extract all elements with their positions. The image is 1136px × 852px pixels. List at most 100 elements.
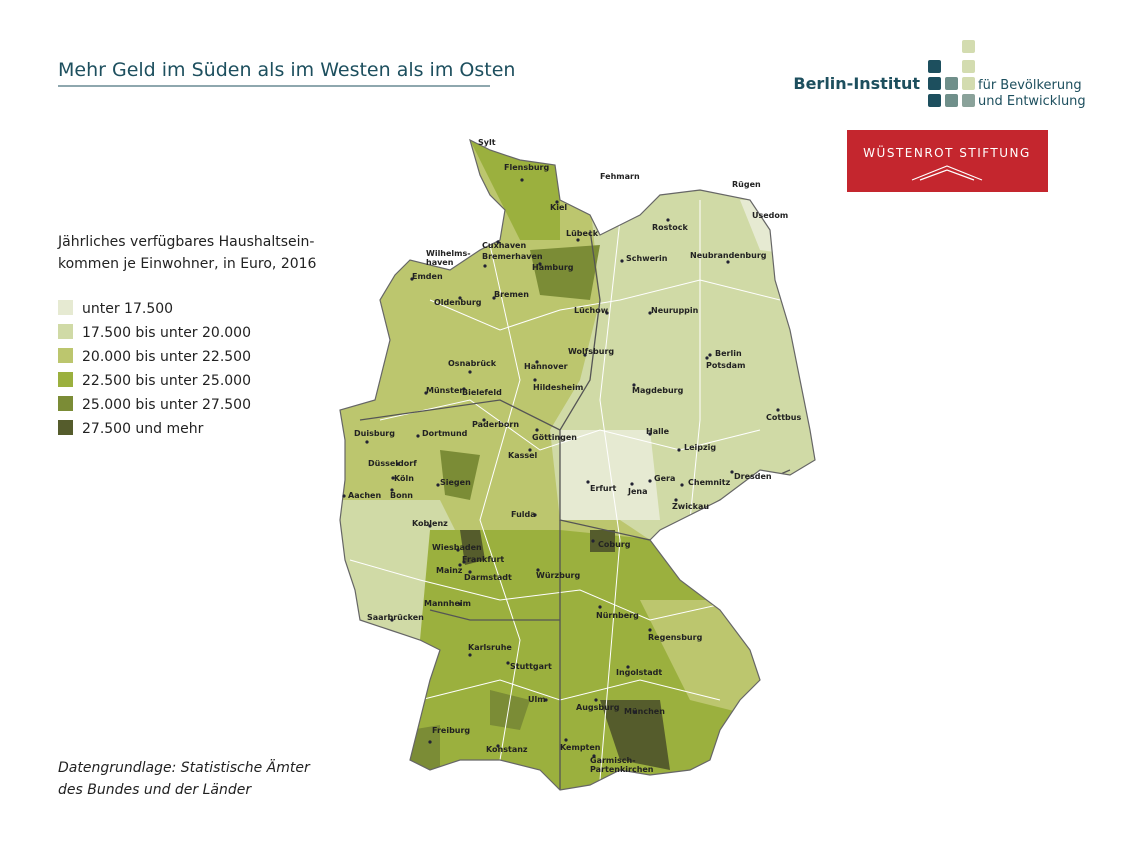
city-label: Magdeburg bbox=[632, 386, 684, 395]
city-label: Göttingen bbox=[532, 433, 577, 442]
city-label: Saarbrücken bbox=[367, 613, 424, 622]
city-dot bbox=[428, 524, 432, 528]
city-dot bbox=[456, 548, 460, 552]
city-label: Jena bbox=[627, 487, 648, 496]
city-dot bbox=[424, 391, 428, 395]
legend: Jährliches verfügbares Haushaltsein- kom… bbox=[57, 234, 317, 437]
city-label: Mainz bbox=[436, 566, 463, 575]
city-label: Potsdam bbox=[706, 361, 745, 370]
city-dot bbox=[390, 488, 394, 492]
city-dot bbox=[626, 665, 630, 669]
city-dot bbox=[458, 563, 462, 567]
legend-swatch bbox=[58, 372, 73, 387]
city-label: Dresden bbox=[734, 472, 772, 481]
city-label: Neubrandenburg bbox=[690, 251, 767, 260]
city-dot bbox=[544, 698, 548, 702]
city-dot bbox=[648, 628, 652, 632]
legend-swatch bbox=[58, 300, 73, 315]
city-dot bbox=[680, 483, 684, 487]
city-label: Stuttgart bbox=[510, 662, 552, 671]
city-dot bbox=[598, 605, 602, 609]
city-label: Lüchow bbox=[574, 306, 609, 315]
city-label: Hannover bbox=[524, 362, 568, 371]
city-label: Emden bbox=[412, 272, 443, 281]
city-label: Berlin bbox=[715, 349, 742, 358]
city-label: Regensburg bbox=[648, 633, 703, 642]
source: Datengrundlage: Statistische Ämter bbox=[58, 758, 311, 776]
city-label: Cuxhaven bbox=[482, 241, 526, 250]
city-label: Augsburg bbox=[576, 703, 620, 712]
city-dot bbox=[538, 262, 542, 266]
city-label: Nürnberg bbox=[596, 611, 639, 620]
city-dot bbox=[365, 440, 369, 444]
city-dot bbox=[533, 513, 537, 517]
city-label: Kassel bbox=[508, 451, 538, 460]
city-dot bbox=[677, 448, 681, 452]
city-dot bbox=[458, 296, 462, 300]
city-label: Fulda bbox=[511, 510, 536, 519]
city-label: Schwerin bbox=[626, 254, 668, 263]
city-label: Gera bbox=[654, 474, 675, 483]
city-dot bbox=[708, 353, 712, 357]
city-dot bbox=[605, 311, 609, 315]
legend-label: 17.500 bis unter 20.000 bbox=[82, 325, 251, 341]
city-label: Flensburg bbox=[504, 163, 549, 172]
city-label: Freiburg bbox=[432, 726, 470, 735]
city-dot bbox=[705, 356, 709, 360]
city-label: Siegen bbox=[440, 478, 471, 487]
city-label: Halle bbox=[646, 427, 670, 436]
city-label: Rügen bbox=[732, 180, 761, 189]
city-label: Karlsruhe bbox=[468, 643, 512, 652]
city-label: Ingolstadt bbox=[616, 668, 662, 677]
city-label: Duisburg bbox=[354, 429, 395, 438]
legend-title: Jährliches verfügbares Haushaltsein- bbox=[57, 234, 314, 250]
legend-title: kommen je Einwohner, in Euro, 2016 bbox=[58, 256, 317, 272]
city-label: Hildesheim bbox=[533, 383, 583, 392]
city-dot bbox=[630, 482, 634, 486]
wuestenrot-logo: WÜSTENROT STIFTUNG bbox=[847, 130, 1048, 192]
city-dot bbox=[462, 560, 466, 564]
map-regions bbox=[340, 140, 815, 790]
city-dot bbox=[436, 483, 440, 487]
city-label: Coburg bbox=[598, 540, 631, 549]
city-dot bbox=[776, 408, 780, 412]
city-label: Kempten bbox=[560, 743, 601, 752]
city-dot bbox=[342, 494, 346, 498]
legend-swatch bbox=[58, 324, 73, 339]
legend-label: 22.500 bis unter 25.000 bbox=[82, 373, 251, 389]
city-dot bbox=[586, 480, 590, 484]
city-label: Garmisch- bbox=[590, 756, 636, 765]
city-label: Lübeck bbox=[566, 229, 599, 238]
legend-swatch bbox=[58, 348, 73, 363]
city-label: Rostock bbox=[652, 223, 688, 232]
city-label: Zwickau bbox=[672, 502, 709, 511]
city-label: Koblenz bbox=[412, 519, 448, 528]
city-dot bbox=[583, 353, 587, 357]
city-label: Dortmund bbox=[422, 429, 468, 438]
city-dot bbox=[594, 698, 598, 702]
city-dot bbox=[468, 653, 472, 657]
city-dot bbox=[564, 738, 568, 742]
legend-label: 20.000 bis unter 22.500 bbox=[82, 349, 251, 365]
city-dot bbox=[462, 387, 466, 391]
city-label: Bielefeld bbox=[462, 388, 502, 397]
city-dot bbox=[496, 240, 500, 244]
city-label: Bremen bbox=[494, 290, 529, 299]
city-dot bbox=[555, 200, 559, 204]
city-dot bbox=[730, 470, 734, 474]
city-dot bbox=[620, 259, 624, 263]
city-label: haven bbox=[426, 258, 454, 267]
city-label: Fehmarn bbox=[600, 172, 640, 181]
city-label: Sylt bbox=[478, 138, 496, 147]
city-label: Usedom bbox=[752, 211, 788, 220]
logo-subtext: für Bevölkerung bbox=[978, 78, 1082, 93]
city-dot bbox=[520, 178, 524, 182]
city-dot bbox=[506, 661, 510, 665]
city-dot bbox=[666, 218, 670, 222]
city-label: Oldenburg bbox=[434, 298, 482, 307]
city-dot bbox=[428, 740, 432, 744]
city-label: Mannheim bbox=[424, 599, 471, 608]
city-dot bbox=[535, 428, 539, 432]
